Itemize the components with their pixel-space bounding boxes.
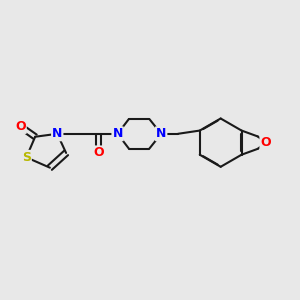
Text: O: O: [260, 136, 271, 149]
Text: O: O: [93, 146, 104, 159]
Text: N: N: [156, 127, 166, 140]
Text: N: N: [112, 127, 123, 140]
Text: O: O: [15, 120, 26, 133]
Text: N: N: [52, 127, 62, 140]
Text: S: S: [22, 151, 31, 164]
